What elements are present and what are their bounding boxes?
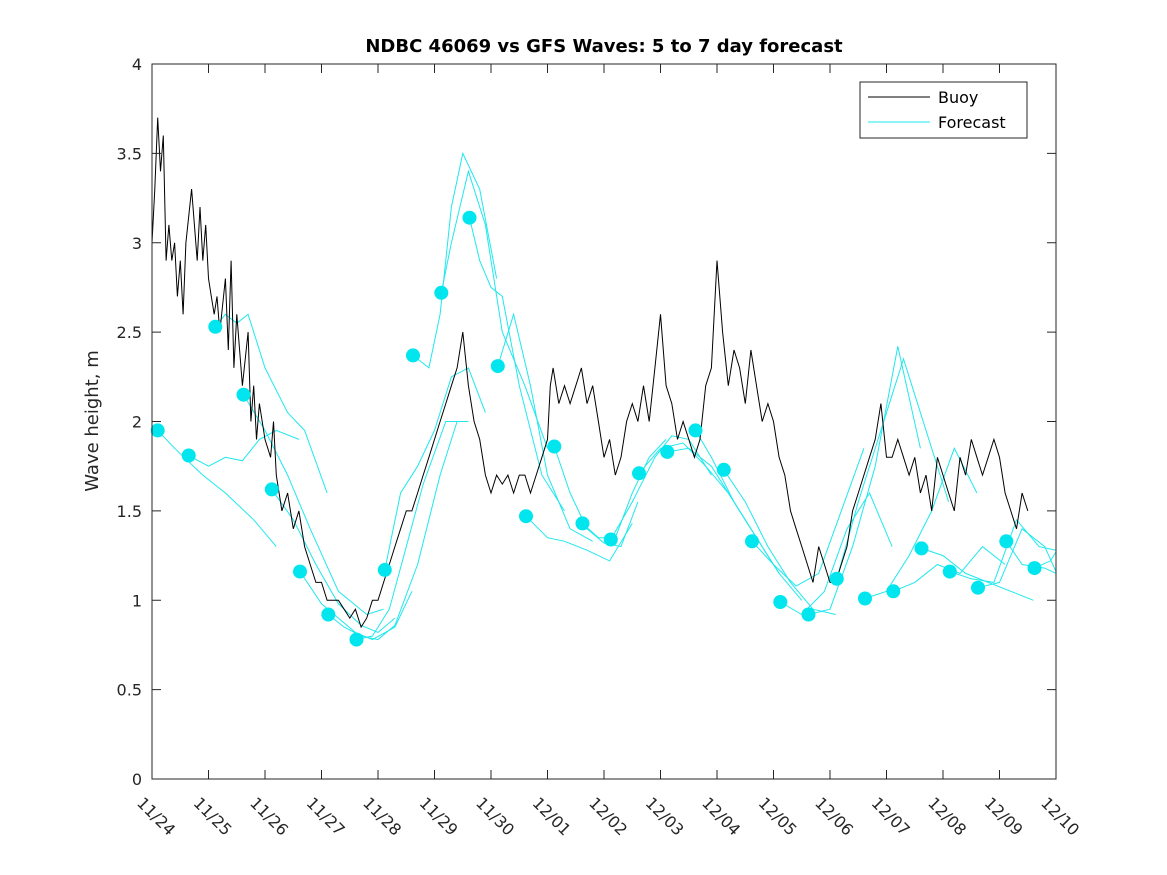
y-tick-label: 4 [132,55,142,74]
forecast-run-line [497,312,593,542]
forecast-start-marker [293,564,307,579]
forecast-start-marker [858,591,872,606]
forecast-start-marker [406,348,420,363]
y-tick-label: 1 [132,591,142,610]
forecast-run-line [469,217,565,512]
forecast-start-marker [745,534,759,549]
forecast-start-marker [603,532,618,547]
forecast-start-marker [971,580,985,595]
forecast-start-marker [914,541,929,556]
forecast-run-line [299,571,413,641]
buoy-lines [152,117,1029,629]
forecast-start-marker [208,319,223,334]
forecast-start-marker [181,448,196,463]
legend: Buoy Forecast [859,81,1028,139]
legend-forecast-label: Forecast [938,113,1006,132]
forecast-run-line [243,394,384,616]
forecast-start-marker [688,423,703,438]
forecast-start-marker [660,444,675,459]
y-tick-label: 0.5 [117,681,142,700]
forecast-run-line [327,421,458,641]
forecast-run-line [271,489,396,633]
legend-box [859,81,1028,139]
forecast-run-line [836,357,950,579]
axes-background [152,64,1056,779]
forecast-run-line [780,491,893,616]
forecast-start-marker [829,571,844,586]
forecast-start-marker [462,210,477,225]
forecast-run-line [921,547,1034,601]
forecast-run-line [751,448,865,587]
chart-title: NDBC 46069 vs GFS Waves: 5 to 7 day fore… [365,36,843,57]
y-tick-label: 0 [132,770,142,789]
forecast-start-marker [349,632,364,647]
forecast-run-line [864,447,978,599]
forecast-start-marker [519,509,533,524]
forecast-start-marker [575,516,590,531]
forecast-start-marker [632,466,646,481]
y-tick-label: 2.5 [117,323,142,342]
forecast-start-marker [547,439,562,454]
forecast-start-marker [377,562,392,577]
forecast-start-marker [886,584,901,599]
forecast-start-marker [264,482,279,497]
forecast-start-marker [321,607,336,622]
forecast-run-line [412,151,498,369]
forecast-run-line [384,367,486,571]
y-axis: 0 0.5 1 1.5 2 2.5 3 3.5 4 [117,55,1056,789]
y-tick-label: 2 [132,413,142,432]
forecast-run-line [440,169,548,449]
forecast-run-line [525,515,633,562]
forecast-run-line [157,430,277,547]
forecast-run-line [949,518,1056,583]
y-axis-label: Wave height, m [82,350,103,491]
y-tick-label: 1.5 [117,502,142,521]
forecast-run-line [188,429,300,467]
forecast-run-line [553,446,639,548]
forecast-run-line [977,528,1056,589]
forecast-start-marker [999,534,1014,549]
forecast-run-line [582,439,667,539]
forecast-run-line [695,430,803,601]
forecast-run-line [723,469,836,615]
forecast-run-line [356,421,469,641]
forecast-start-marker [434,285,449,300]
forecast-start-marker [801,607,816,622]
forecast-start-marker [942,564,957,579]
y-tick-label: 3.5 [117,144,142,163]
buoy-series-line [152,117,1029,629]
forecast-start-marker [150,423,165,438]
forecast-start-marker [773,595,788,609]
forecast-start-marker [490,359,505,374]
forecast-start-marker [716,462,731,477]
forecast-start-marker [1027,561,1042,576]
legend-buoy-label: Buoy [938,88,978,107]
y-tick-label: 3 [132,234,142,253]
forecast-markers [150,210,1042,647]
forecast-start-marker [236,387,251,402]
